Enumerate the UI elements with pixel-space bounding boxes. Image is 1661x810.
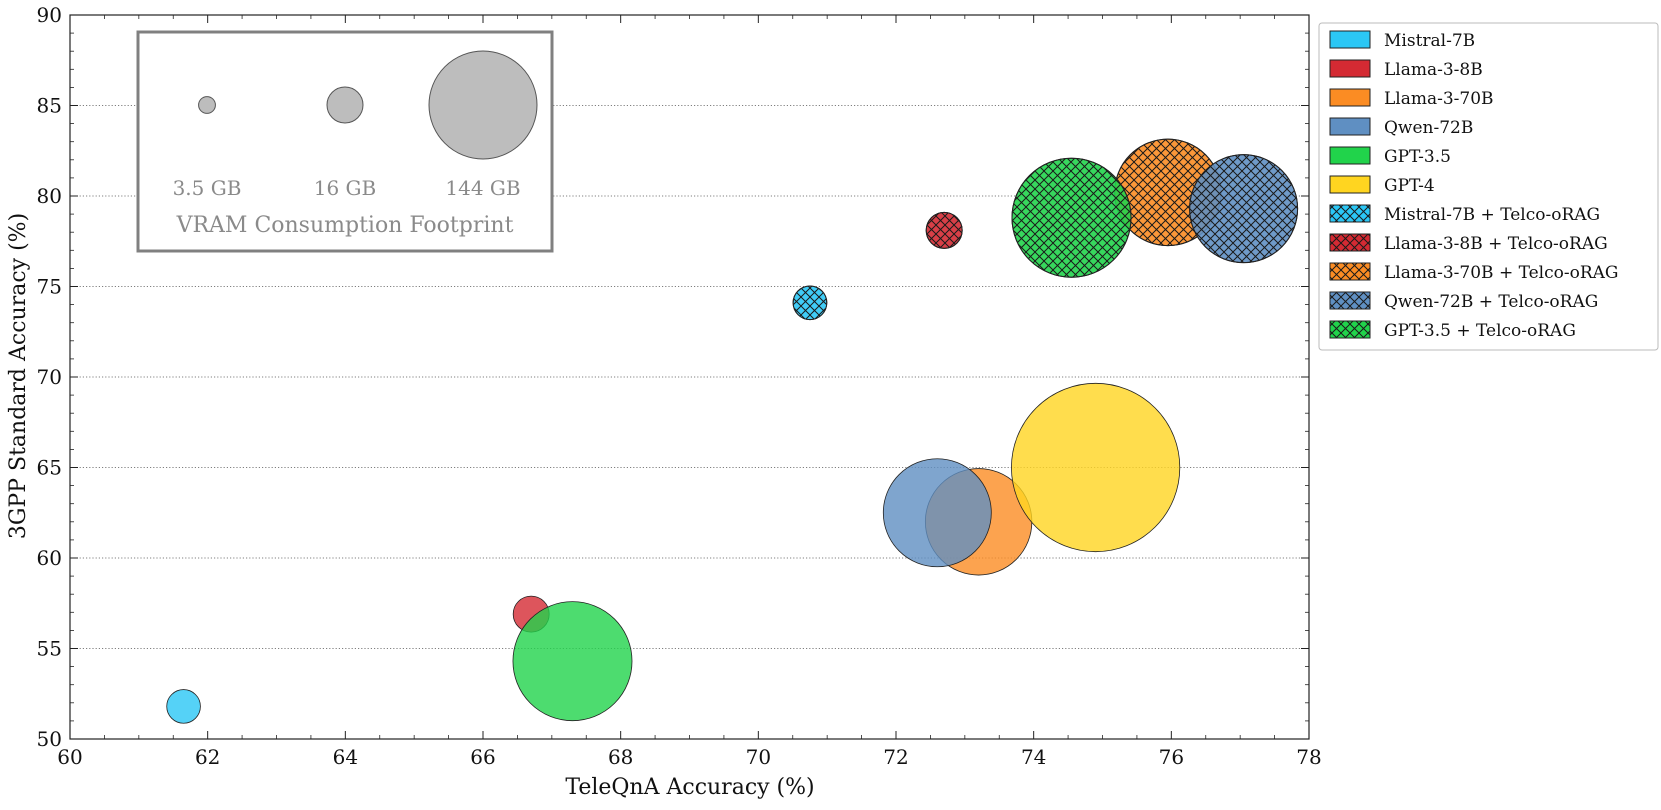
y-tick-label: 80 xyxy=(37,184,62,208)
series-legend-box xyxy=(1318,22,1659,351)
x-tick-label: 72 xyxy=(883,745,908,769)
y-tick-label: 50 xyxy=(37,727,62,751)
bubble-qwen-72b-telco-orag xyxy=(1189,154,1299,264)
legend-swatch-hatch xyxy=(1329,262,1371,281)
legend-label: Mistral-7B + Telco-oRAG xyxy=(1384,205,1600,225)
vram-legend-bubble xyxy=(326,86,364,124)
bubble-gpt-3-5-telco-orag-hatch xyxy=(1011,157,1132,278)
y-tick-label: 85 xyxy=(37,94,62,118)
x-axis-title: TeleQnA Accuracy (%) xyxy=(565,775,814,800)
legend-item-llama-3-8b-telco-orag: Llama-3-8B + Telco-oRAG xyxy=(1329,233,1608,254)
x-tick-label: 62 xyxy=(195,745,220,769)
legend-label: Llama-3-8B + Telco-oRAG xyxy=(1384,234,1608,254)
bubble-llama-3-8b-telco-orag-hatch xyxy=(925,211,963,249)
x-tick-label: 68 xyxy=(608,745,633,769)
legend-label: GPT-3.5 xyxy=(1384,147,1451,167)
x-tick-label: 64 xyxy=(333,745,358,769)
y-tick-label: 60 xyxy=(37,546,62,570)
bubble-gpt-4 xyxy=(1011,382,1181,553)
legend-item-gpt-4: GPT-4 xyxy=(1329,175,1435,196)
bubble-layer xyxy=(166,138,1299,724)
y-axis-title: 3GPP Standard Accuracy (%) xyxy=(6,213,31,539)
y-tick-label: 65 xyxy=(37,456,62,480)
legend-label: Llama-3-8B xyxy=(1384,60,1483,80)
y-tick-label: 55 xyxy=(37,637,62,661)
x-tick-label: 70 xyxy=(746,745,771,769)
bubble-mistral-7b-telco-orag xyxy=(792,285,828,321)
legend-swatch-hatch xyxy=(1329,204,1371,223)
legend-swatch-hatch xyxy=(1329,233,1371,252)
vram-legend-bubble xyxy=(428,50,538,160)
y-tick-label: 75 xyxy=(37,275,62,299)
legend-label: Qwen-72B xyxy=(1384,118,1473,138)
legend-swatch xyxy=(1329,59,1371,78)
bubble-gpt-3-5 xyxy=(512,601,633,722)
bubble-llama-3-8b-telco-orag xyxy=(925,211,963,249)
vram-legend-label: 144 GB xyxy=(445,176,520,200)
y-tick-label: 70 xyxy=(37,365,62,389)
legend-swatch xyxy=(1329,175,1371,194)
legend-label: Mistral-7B xyxy=(1384,31,1475,51)
x-tick-label: 74 xyxy=(1021,745,1046,769)
legend-item-llama-3-70b: Llama-3-70B xyxy=(1329,88,1494,109)
legend-item-qwen-72b-telco-orag: Qwen-72B + Telco-oRAG xyxy=(1329,291,1598,312)
legend-item-qwen-72b: Qwen-72B xyxy=(1329,117,1473,138)
series-legend: Mistral-7B Llama-3-8B Llama-3-70B Qwen-72B G… xyxy=(1318,22,1659,351)
legend-swatch xyxy=(1329,30,1371,49)
bubble-gpt-3-5-telco-orag xyxy=(1011,157,1132,278)
vram-legend-label: 16 GB xyxy=(314,176,376,200)
y-tick-label: 90 xyxy=(37,3,62,27)
bubble-qwen-72b xyxy=(882,458,992,568)
bubble-mistral-7b xyxy=(166,689,201,724)
bubble-mistral-7b-telco-orag-hatch xyxy=(792,285,828,321)
legend-swatch xyxy=(1329,88,1371,107)
legend-label: GPT-4 xyxy=(1384,176,1435,196)
legend-swatch-hatch xyxy=(1329,291,1371,310)
x-tick-label: 76 xyxy=(1159,745,1184,769)
x-tick-label: 60 xyxy=(57,745,82,769)
legend-swatch-hatch xyxy=(1329,320,1371,339)
legend-item-mistral-7b-telco-orag: Mistral-7B + Telco-oRAG xyxy=(1329,204,1600,225)
legend-swatch xyxy=(1329,117,1371,136)
vram-legend-label: 3.5 GB xyxy=(173,176,242,200)
legend-label: Qwen-72B + Telco-oRAG xyxy=(1384,292,1598,312)
legend-label: Llama-3-70B + Telco-oRAG xyxy=(1384,263,1619,283)
vram-size-legend: 3.5 GB 16 GB 144 GB VRAM Consumption Footpr… xyxy=(136,30,554,253)
vram-legend-title: VRAM Consumption Footprint xyxy=(176,213,514,238)
legend-item-llama-3-8b: Llama-3-8B xyxy=(1329,59,1483,80)
legend-swatch xyxy=(1329,146,1371,165)
legend-item-gpt-3-5-telco-orag: GPT-3.5 + Telco-oRAG xyxy=(1329,320,1576,341)
axes-layer: 60 62 64 66 68 70 72 74 76 78 50 55 60 65 70 75 80 85 90 xyxy=(37,3,1322,769)
legend-item-mistral-7b: Mistral-7B xyxy=(1329,30,1475,51)
bubble-qwen-72b-telco-orag-hatch xyxy=(1189,154,1299,264)
vram-legend-bubble xyxy=(198,96,216,114)
x-tick-label: 78 xyxy=(1296,745,1321,769)
legend-label: GPT-3.5 + Telco-oRAG xyxy=(1384,321,1576,341)
x-tick-label: 66 xyxy=(470,745,495,769)
legend-item-llama-3-70b-telco-orag: Llama-3-70B + Telco-oRAG xyxy=(1329,262,1619,283)
legend-label: Llama-3-70B xyxy=(1384,89,1494,109)
legend-item-gpt-3-5: GPT-3.5 xyxy=(1329,146,1451,167)
